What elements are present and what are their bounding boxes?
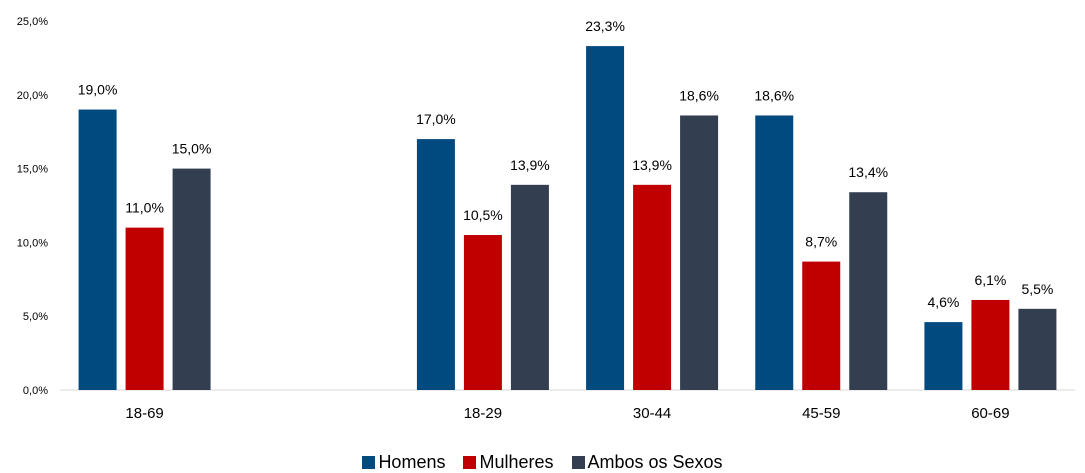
data-label: 17,0% <box>416 111 456 127</box>
x-category-label: 45-59 <box>802 405 840 422</box>
legend-swatch <box>571 456 585 469</box>
y-tick-label: 20,0% <box>17 90 48 102</box>
bar <box>416 139 455 390</box>
bars-group <box>78 46 1057 391</box>
bar <box>755 115 794 391</box>
legend-swatch <box>463 456 477 469</box>
y-tick-label: 0,0% <box>23 385 48 397</box>
data-label: 5,5% <box>1021 281 1053 297</box>
data-label: 6,1% <box>974 272 1006 288</box>
data-label: 19,0% <box>78 82 118 98</box>
data-label: 13,9% <box>510 157 550 173</box>
legend: Homens Mulheres Ambos os Sexos <box>0 452 1085 473</box>
bar <box>463 235 502 390</box>
legend-item: Ambos os Sexos <box>571 452 723 473</box>
data-label: 18,6% <box>679 87 719 103</box>
bar <box>971 299 1010 390</box>
data-label: 13,4% <box>848 164 888 180</box>
legend-swatch <box>362 456 376 469</box>
y-tick-label: 10,0% <box>17 237 48 249</box>
legend-label: Homens <box>378 452 446 472</box>
category-labels-group: 18-69 18-29 30-44 45-59 60-69 <box>125 405 1009 422</box>
data-label: 10,5% <box>463 207 503 223</box>
x-category-label: 18-69 <box>125 405 163 422</box>
bar <box>849 192 888 390</box>
x-category-label: 18-29 <box>464 405 502 422</box>
data-label: 8,7% <box>805 234 837 250</box>
data-label: 15,0% <box>172 141 212 157</box>
bar <box>802 261 841 390</box>
bar <box>510 184 549 390</box>
legend-label: Mulheres <box>479 452 554 472</box>
bar <box>586 46 625 390</box>
data-label: 4,6% <box>927 294 959 310</box>
data-labels-group: 19,0% 11,0% 15,0% 17,0% 10,5% 13,9% 23,3% 13,9%… <box>78 18 1054 310</box>
bar <box>924 322 963 390</box>
data-label: 13,9% <box>632 157 672 173</box>
x-category-label: 30-44 <box>633 405 671 422</box>
data-label: 18,6% <box>754 87 794 103</box>
y-axis: 0,0% 5,0% 10,0% 15,0% 20,0% 25,0% <box>17 16 48 397</box>
data-label: 23,3% <box>585 18 625 34</box>
bar <box>125 227 164 390</box>
data-label: 11,0% <box>125 200 164 216</box>
bar-chart: 0,0%5,0%10,0%15,0%20,0%25,0% 19,0%11,0%1… <box>17 16 1075 422</box>
bar <box>633 184 672 390</box>
bar <box>172 168 211 390</box>
legend-label: Ambos os Sexos <box>587 452 723 472</box>
y-tick-label: 15,0% <box>17 164 48 176</box>
bar <box>680 115 719 391</box>
legend-item: Homens <box>362 452 445 473</box>
bar <box>78 109 117 390</box>
legend-item: Mulheres <box>463 452 554 473</box>
bar <box>1018 308 1057 390</box>
y-tick-label: 5,0% <box>23 311 48 323</box>
x-category-label: 60-69 <box>971 405 1009 422</box>
y-tick-label: 25,0% <box>17 16 48 28</box>
